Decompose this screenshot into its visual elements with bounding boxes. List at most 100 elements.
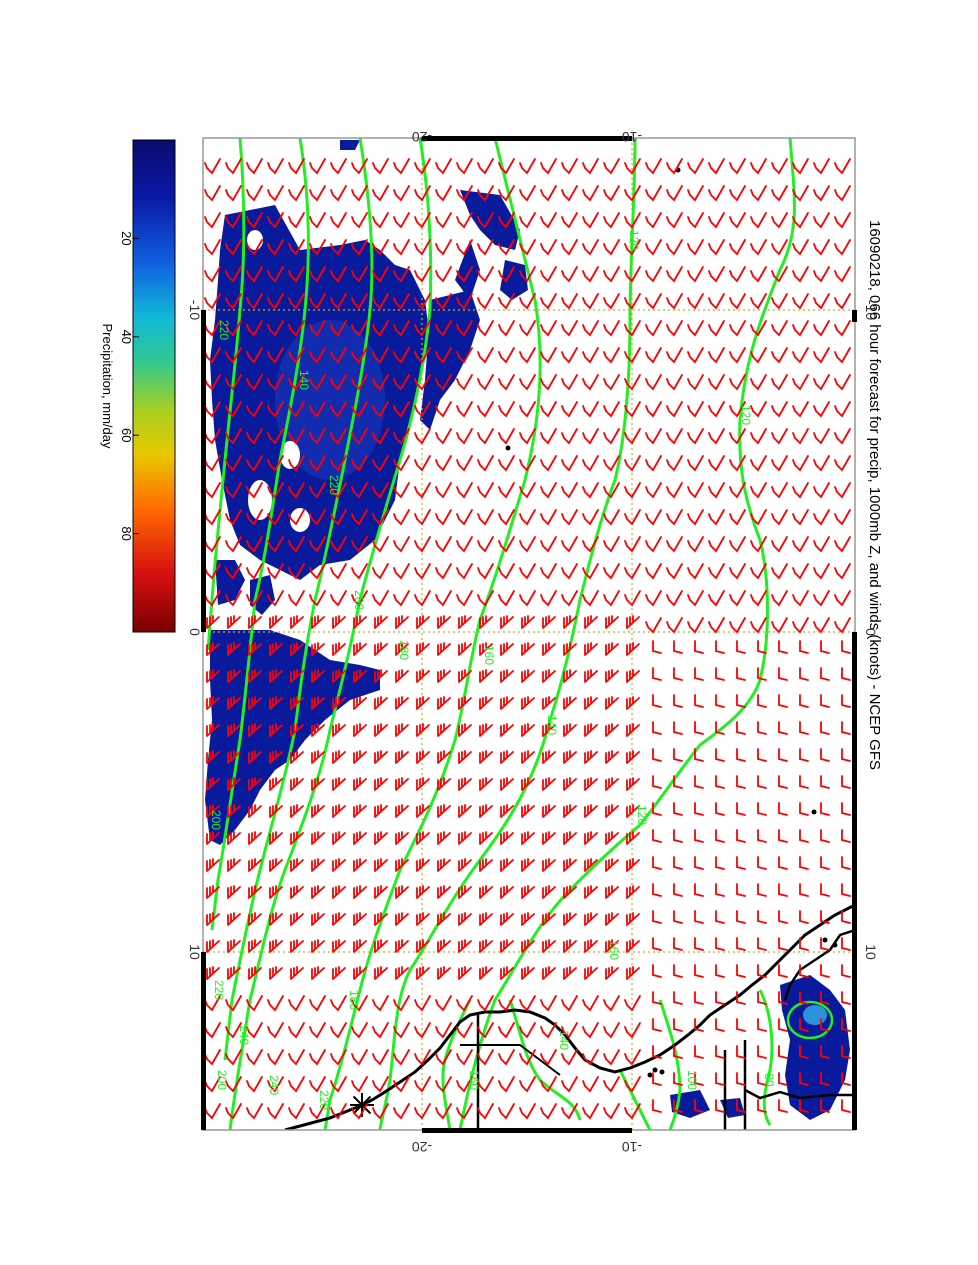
wind-barb — [395, 615, 409, 629]
wind-barb — [414, 293, 431, 310]
wind-barb — [841, 856, 851, 870]
wind-barb — [603, 293, 620, 310]
wind-barb — [582, 1022, 599, 1039]
wind-barb — [626, 615, 640, 629]
contour-label: 140 — [557, 1030, 571, 1050]
wind-barb — [351, 455, 368, 472]
wind-barb — [248, 642, 262, 656]
wind-barb — [603, 212, 620, 229]
wind-barb — [519, 401, 536, 418]
wind-barb — [561, 320, 578, 337]
wind-barb — [750, 536, 767, 553]
wind-barb — [498, 1103, 515, 1120]
wind-barb — [687, 401, 704, 418]
wind-barb — [729, 536, 746, 553]
wind-barb — [813, 563, 830, 580]
wind-barb — [561, 509, 578, 526]
wind-barb — [624, 1076, 641, 1093]
wind-barb — [750, 266, 767, 283]
wind-barb — [736, 775, 746, 789]
wind-barb — [652, 640, 662, 654]
wind-barb — [687, 239, 704, 256]
wind-barb — [225, 428, 242, 445]
wind-barb — [540, 401, 557, 418]
wind-barb — [563, 750, 577, 764]
wind-barb — [841, 802, 851, 816]
wind-barb — [652, 1045, 662, 1059]
wind-barb — [393, 374, 410, 391]
border-line — [460, 1044, 561, 1076]
wind-barb — [750, 212, 767, 229]
wind-barb — [311, 642, 325, 656]
wind-barb — [372, 536, 389, 553]
wind-barb — [206, 777, 220, 791]
wind-barb — [435, 1076, 452, 1093]
wind-barb — [645, 509, 662, 526]
wind-barb — [694, 1072, 704, 1086]
wind-barb — [309, 509, 326, 526]
wind-barb — [393, 482, 410, 499]
wind-barb — [414, 401, 431, 418]
wind-barb — [563, 723, 577, 737]
wind-barb — [673, 775, 683, 789]
wind-barb — [372, 1022, 389, 1039]
wind-barb — [624, 482, 641, 499]
wind-barb — [736, 694, 746, 708]
wind-barb — [332, 696, 346, 710]
precipitation-area — [780, 975, 850, 1120]
wind-barb — [582, 293, 599, 310]
wind-barb — [206, 804, 220, 818]
wind-barb — [311, 858, 325, 872]
wind-barb — [353, 858, 367, 872]
wind-barb — [309, 266, 326, 283]
wind-barb — [820, 748, 830, 762]
wind-barb — [351, 1022, 368, 1039]
wind-barb — [395, 804, 409, 818]
wind-barb — [353, 777, 367, 791]
wind-barb — [736, 964, 746, 978]
wind-barb — [563, 777, 577, 791]
wind-barb — [673, 802, 683, 816]
wind-barb — [626, 696, 640, 710]
wind-barb — [820, 829, 830, 843]
wind-barb — [206, 831, 220, 845]
wind-barb — [519, 1049, 536, 1066]
wind-barb — [708, 212, 725, 229]
wind-barb — [834, 536, 851, 553]
wind-barb — [582, 239, 599, 256]
wind-barb — [267, 239, 284, 256]
wind-barb — [813, 239, 830, 256]
wind-barb — [584, 804, 598, 818]
wind-barb — [479, 966, 493, 980]
wind-barb — [715, 1099, 725, 1113]
wind-barb — [729, 428, 746, 445]
wind-barb — [582, 563, 599, 580]
wind-barb — [330, 1049, 347, 1066]
wind-barb — [687, 212, 704, 229]
wind-barb — [269, 669, 283, 683]
wind-barb — [267, 374, 284, 391]
wind-barb — [309, 401, 326, 418]
wind-barb — [225, 590, 242, 607]
wind-barb — [500, 615, 514, 629]
wind-barb — [771, 293, 788, 310]
wind-barb — [563, 966, 577, 980]
wind-barb — [603, 1049, 620, 1066]
wind-barb — [309, 1103, 326, 1120]
wind-barb — [603, 239, 620, 256]
wind-barb — [206, 750, 220, 764]
wind-barb — [227, 912, 241, 926]
wind-barb — [561, 266, 578, 283]
wind-barb — [708, 185, 725, 202]
wind-barb — [778, 1099, 788, 1113]
contour-label: 120 — [635, 805, 649, 825]
height-contour — [758, 989, 774, 1126]
precipitation-area — [455, 240, 480, 300]
wind-barb — [561, 401, 578, 418]
wind-barb — [309, 563, 326, 580]
wind-barb — [820, 802, 830, 816]
wind-barb — [332, 804, 346, 818]
colorbar: Precipitation, mm/day 20 40 60 80 — [100, 139, 176, 633]
wind-barb — [477, 1022, 494, 1039]
wind-barb — [311, 777, 325, 791]
